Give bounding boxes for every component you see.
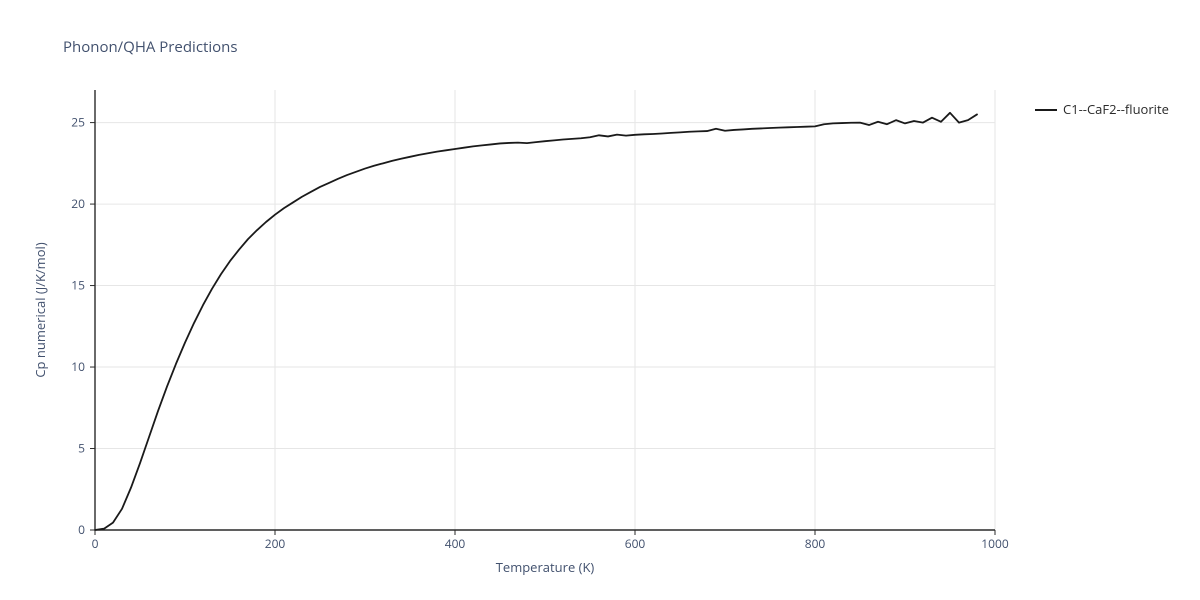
y-tick-label: 20 — [71, 195, 85, 212]
y-tick-label: 25 — [71, 114, 85, 131]
chart-container: Phonon/QHA Predictions 02004006008001000… — [0, 0, 1200, 600]
series-line — [95, 113, 977, 530]
x-tick-label: 600 — [625, 535, 646, 552]
x-tick-label: 400 — [445, 535, 466, 552]
chart-svg: 0 200 400 600 800 1000 0 5 10 15 20 25 Temperature (… — [0, 0, 1200, 600]
x-tick-label: 800 — [805, 535, 826, 552]
x-tick-label: 200 — [265, 535, 286, 552]
x-tick-label: 0 — [92, 535, 99, 552]
y-tick-label: 10 — [71, 358, 85, 375]
y-axis-label: Cp numerical (J/K/mol) — [31, 242, 49, 377]
y-tick-label: 5 — [78, 440, 85, 457]
y-tick-label: 0 — [78, 521, 85, 538]
y-tick-label: 15 — [71, 277, 85, 294]
x-axis-label: Temperature (K) — [496, 558, 595, 576]
x-tick-label: 1000 — [981, 535, 1009, 552]
legend-label: C1--CaF2--fluorite — [1063, 100, 1169, 118]
